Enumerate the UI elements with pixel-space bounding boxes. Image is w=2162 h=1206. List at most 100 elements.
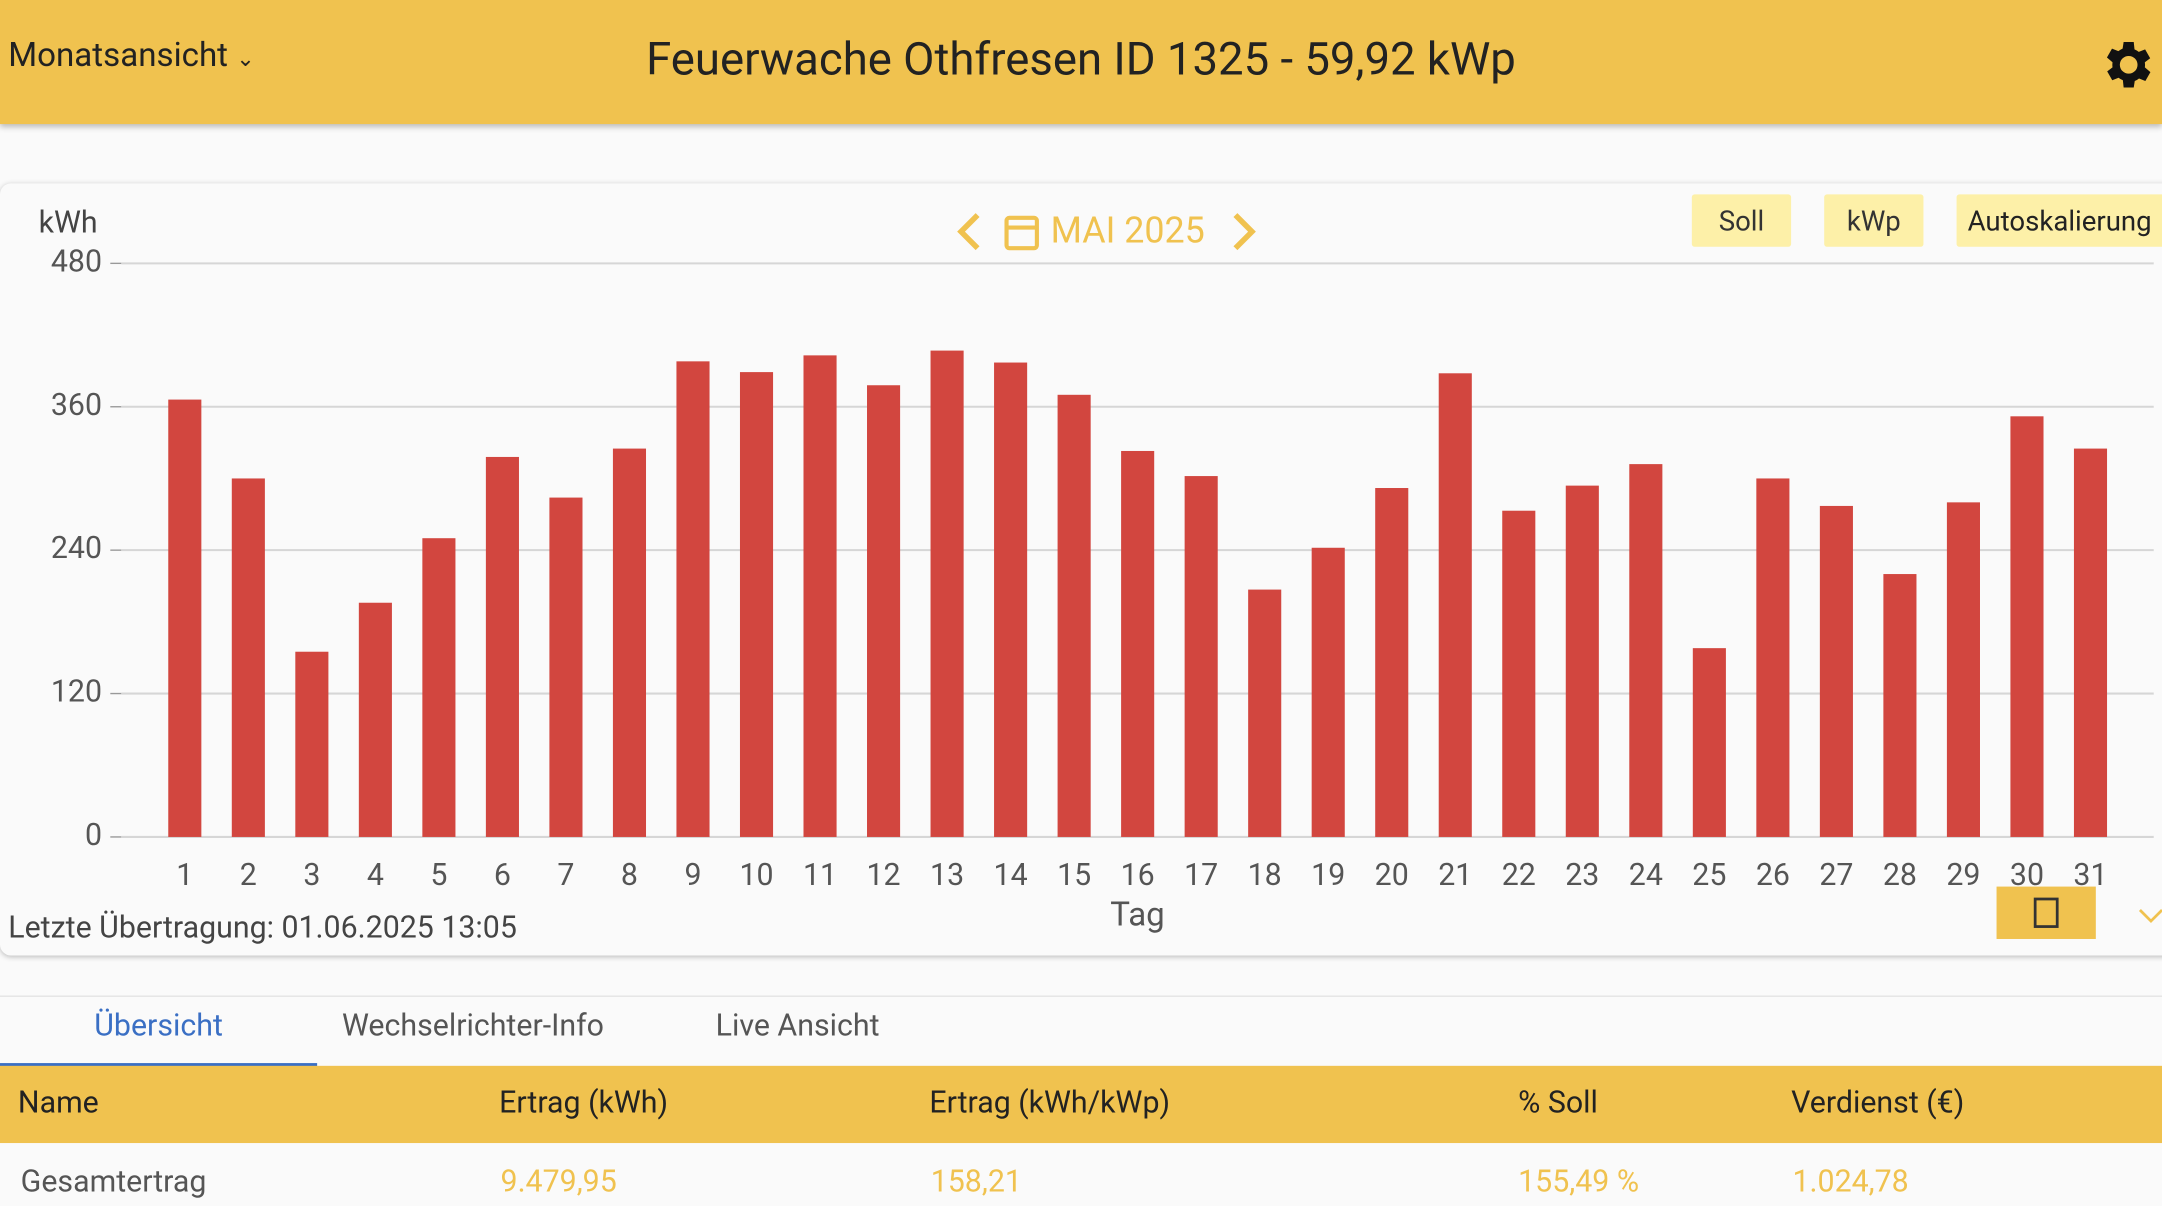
table-header	[0, 1065, 2162, 1144]
x-tick-label: 29	[1946, 858, 1980, 893]
x-tick-label: 4	[367, 858, 384, 893]
bar	[1121, 450, 1155, 837]
bar	[1311, 547, 1345, 837]
x-tick-label: 19	[1311, 858, 1345, 893]
bar	[168, 399, 202, 837]
bar	[358, 602, 392, 837]
view-selector[interactable]: Monatsansicht ⌄	[8, 36, 254, 75]
y-tick-label: 240	[51, 531, 102, 566]
x-tick-label: 23	[1565, 858, 1599, 893]
dropdown-arrow: ⌄	[236, 45, 255, 72]
last-transfer: Letzte Übertragung: 01.06.2025 13:05	[8, 910, 517, 945]
tab-bar	[0, 995, 2162, 1066]
bar	[422, 538, 456, 837]
y-tick-label: 0	[85, 818, 102, 853]
x-tick-label: 24	[1629, 858, 1663, 893]
table-cell: Gesamtertrag	[20, 1165, 207, 1200]
table-cell: 9.479,95	[500, 1165, 617, 1200]
bar	[1184, 476, 1218, 837]
x-tick-label: 1	[176, 858, 193, 893]
bar	[1756, 478, 1790, 837]
x-tick-label: 25	[1692, 858, 1726, 893]
bar	[2073, 448, 2108, 837]
bar	[1692, 648, 1726, 837]
x-tick-label: 31	[2073, 858, 2107, 893]
calendar-icon	[1004, 215, 1039, 251]
x-tick-label: 2	[240, 858, 257, 893]
prev-month[interactable]	[957, 213, 980, 251]
bar	[930, 350, 964, 837]
x-tick-label: 30	[2010, 858, 2044, 893]
x-tick-label: 16	[1121, 858, 1155, 893]
y-tick-label: 120	[51, 675, 102, 710]
bar	[549, 497, 583, 837]
bar	[1629, 464, 1663, 837]
x-tick-label: 21	[1438, 858, 1472, 893]
y-axis-label: kWh	[39, 206, 98, 241]
expand-arrow[interactable]	[2138, 909, 2162, 924]
bar	[1946, 502, 1980, 837]
x-tick-label: 5	[430, 858, 447, 893]
x-tick-label: 22	[1502, 858, 1536, 893]
x-tick-label: 13	[930, 858, 964, 893]
bar	[867, 385, 901, 837]
tab[interactable]: Live Ansicht	[715, 1009, 880, 1044]
y-tick-label: 360	[51, 388, 102, 423]
bar	[1565, 485, 1599, 837]
x-tick-label: 10	[739, 858, 773, 893]
x-tick-label: 14	[994, 858, 1028, 893]
chart: kWh Tag MAI 2025 Letzte Übertragung: 01.…	[8, 206, 2162, 945]
view-selector-label: Monatsansicht	[8, 35, 229, 75]
x-tick-label: 27	[1819, 858, 1853, 893]
tab[interactable]: Übersicht	[0, 1000, 318, 1068]
x-tick-label: 7	[557, 858, 574, 893]
bar	[1819, 505, 1853, 837]
export-icon	[2033, 897, 2059, 928]
x-tick-label: 26	[1756, 858, 1790, 893]
bar	[1375, 488, 1409, 837]
bar	[994, 362, 1028, 837]
month-label[interactable]: MAI 2025	[1051, 209, 1205, 251]
x-tick-label: 8	[621, 858, 638, 893]
x-tick-label: 12	[867, 858, 901, 893]
autoscale-button[interactable]: Autoskalierung	[1956, 194, 2162, 247]
page-title: Feuerwache Othfresen ID 1325 - 59,92 kWp	[646, 33, 1516, 87]
bar	[803, 355, 837, 837]
bar	[612, 448, 647, 837]
column-header: % Soll	[1518, 1086, 1598, 1121]
bar	[2010, 416, 2044, 837]
x-tick-label: 11	[803, 858, 837, 893]
x-tick-label: 28	[1883, 858, 1917, 893]
kwp-button[interactable]: kWp	[1824, 194, 1924, 247]
column-header: Ertrag (kWh)	[499, 1086, 669, 1121]
export-button[interactable]	[1996, 886, 2096, 939]
x-axis-label: Tag	[1110, 896, 1164, 935]
top-bar: Monatsansicht ⌄ Feuerwache Othfresen ID …	[0, 0, 2162, 125]
settings-icon[interactable]	[2096, 34, 2157, 95]
bar	[739, 372, 774, 837]
column-header: Name	[17, 1086, 99, 1121]
x-tick-label: 9	[684, 858, 701, 893]
x-tick-label: 15	[1057, 858, 1091, 893]
column-header: Ertrag (kWh/kWp)	[929, 1086, 1171, 1121]
x-tick-label: 3	[303, 858, 320, 893]
x-tick-label: 17	[1184, 858, 1218, 893]
table-cell: 155,49 %	[1518, 1165, 1640, 1200]
bar	[295, 651, 329, 837]
x-tick-label: 18	[1248, 858, 1282, 893]
table-cell: 158,21	[930, 1165, 1022, 1200]
column-header: Verdienst (€)	[1791, 1086, 1965, 1121]
next-month[interactable]	[1233, 213, 1256, 251]
bar	[1883, 574, 1917, 837]
bar	[1502, 510, 1536, 837]
bar	[485, 456, 519, 837]
table-cell: 1.024,78	[1792, 1165, 1909, 1200]
soll-button[interactable]: Soll	[1691, 194, 1792, 247]
bar	[1248, 589, 1282, 837]
tab[interactable]: Wechselrichter-Info	[341, 1009, 604, 1044]
bar	[1057, 394, 1091, 837]
bar	[676, 361, 710, 837]
x-tick-label: 20	[1375, 858, 1409, 893]
y-tick-label: 480	[51, 244, 102, 279]
